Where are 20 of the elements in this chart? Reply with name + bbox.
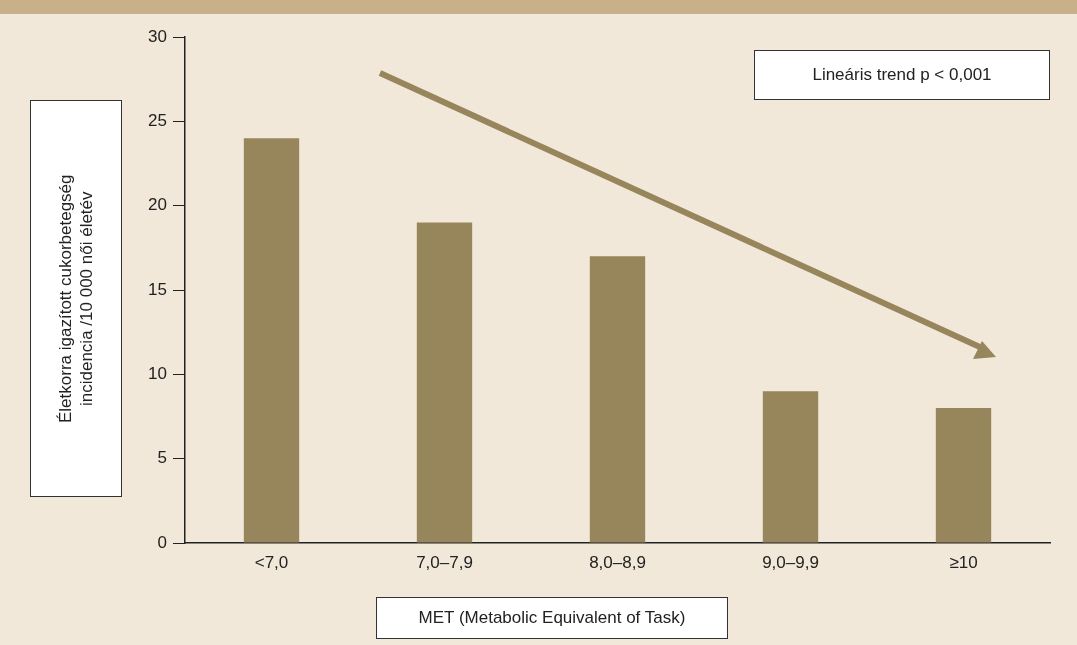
bar [935,408,992,543]
y-tick-label: 0 [157,532,167,552]
bar [243,138,300,543]
y-tick-label: 5 [157,448,167,468]
y-tick-label: 10 [148,364,167,384]
y-tick-label: 15 [148,279,167,299]
x-tick-label: 9,0–9,9 [762,552,819,572]
x-tick-label: ≥10 [949,552,978,572]
bar [589,256,646,543]
y-tick-label: 25 [148,111,167,131]
x-tick-label: <7,0 [254,552,289,572]
text-box: MET (Metabolic Equivalent of Task) [376,597,728,639]
bar [762,391,819,543]
text-box: Életkorra igazított cukorbetegség incidencia /10 000 női életév [30,100,122,497]
y-tick-label: 20 [148,195,167,215]
x-tick-label: 7,0–7,9 [416,552,473,572]
bar [416,222,473,543]
x-tick-label: 8,0–8,9 [589,552,646,572]
text-box: Lineáris trend p < 0,001 [754,50,1050,100]
y-tick-label: 30 [148,26,167,46]
